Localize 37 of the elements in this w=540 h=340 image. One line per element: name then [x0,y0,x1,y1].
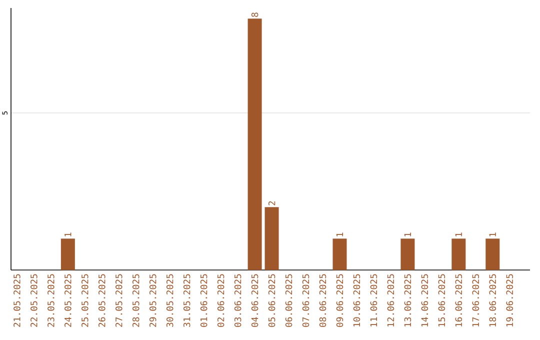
x-tick-label: 01.06.2025 [200,274,208,327]
x-tick-label: 26.05.2025 [98,274,106,327]
x-tick-label: 12.06.2025 [387,274,394,326]
x-tick-label: 25.05.2025 [82,274,88,327]
x-tick-label: 18.06.2025 [489,274,496,326]
x-tick-label: 16.06.2025 [455,274,462,326]
x-tick-label: 09.06.2025 [336,274,344,327]
data-label: 2 [268,201,276,206]
data-label: 1 [404,232,411,236]
x-tick-label: 28.05.2025 [132,274,140,327]
x-tick-label: 08.06.2025 [319,274,326,327]
x-tick-label: 19.06.2025 [506,274,514,326]
x-tick-label: 05.06.2025 [268,274,276,327]
x-tick-label: 30.05.2025 [166,274,174,327]
data-label: 8 [251,12,258,17]
x-tick-label: 27.05.2025 [115,274,122,327]
x-tick-label: 11.06.2025 [370,274,378,326]
x-tick-label: 31.05.2025 [183,274,190,327]
x-tick-label: 22.05.2025 [30,274,38,327]
x-tick-label: 23.05.2025 [48,274,54,327]
x-tick-label: 14.06.2025 [421,274,428,326]
data-label: 1 [64,232,72,236]
data-label: 1 [489,232,496,236]
x-tick-label: 15.06.2025 [438,274,446,326]
x-tick-label: 02.06.2025 [217,274,224,327]
x-tick-label: 06.06.2025 [285,274,292,327]
x-tick-label: 10.06.2025 [353,274,360,326]
data-label: 1 [336,232,343,236]
x-tick-label: 24.05.2025 [64,274,72,327]
x-tick-label: 07.06.2025 [302,274,310,327]
x-tick-label: 29.05.2025 [149,274,156,327]
x-tick-label: 21.05.2025 [14,274,20,327]
x-tick-label: 04.06.2025 [251,274,258,327]
x-tick-label: 17.06.2025 [472,274,480,326]
x-tick-label: 13.06.2025 [404,274,412,326]
data-label: 1 [455,232,462,236]
x-tick-label: 03.06.2025 [234,274,242,327]
